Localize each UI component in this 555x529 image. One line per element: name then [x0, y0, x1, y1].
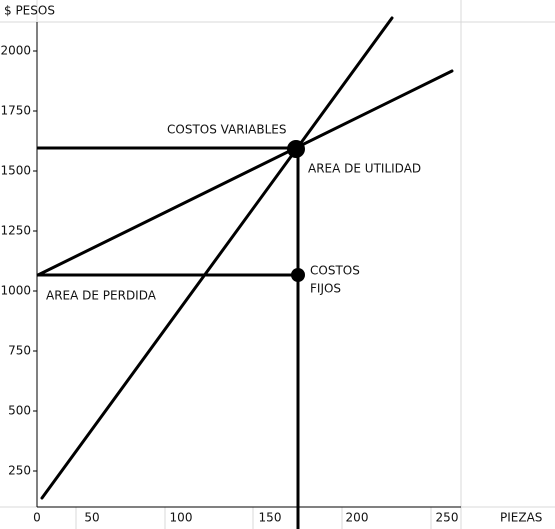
y-tick-label: 1000	[0, 284, 31, 298]
x-tick-label: 200	[346, 511, 369, 525]
x-tick-label: 250	[436, 511, 459, 525]
annotation: COSTOS	[310, 264, 360, 278]
y-tick-label: 2000	[0, 44, 31, 58]
y-axis-title: $ PESOS	[4, 4, 55, 18]
revenue-line	[40, 16, 394, 500]
y-tick-label: 250	[8, 464, 31, 478]
x-tick-label: 50	[84, 511, 99, 525]
ticks: 2000 1750 1500 1250 1000 750 500 250 0 50 100 150 20…	[0, 44, 458, 525]
y-tick-label: 1500	[0, 164, 31, 178]
annotation: COSTOS VARIABLES	[167, 123, 287, 137]
y-tick-label: 1250	[0, 224, 31, 238]
cell-grid	[75, 507, 432, 529]
fixed-cost-point	[291, 268, 305, 282]
total-cost-line	[36, 69, 454, 277]
annotation: FIJOS	[310, 282, 341, 296]
x-tick-label: 0	[33, 511, 41, 525]
y-tick-label: 1750	[0, 104, 31, 118]
x-axis-title: PIEZAS	[500, 511, 542, 525]
annotation: AREA DE UTILIDAD	[308, 162, 421, 176]
y-tick-label: 750	[8, 344, 31, 358]
y-tick-label: 500	[8, 404, 31, 418]
annotation: AREA DE PERDIDA	[46, 289, 157, 303]
x-tick-label: 150	[259, 511, 282, 525]
break-even-point	[287, 140, 305, 158]
x-tick-label: 100	[170, 511, 193, 525]
